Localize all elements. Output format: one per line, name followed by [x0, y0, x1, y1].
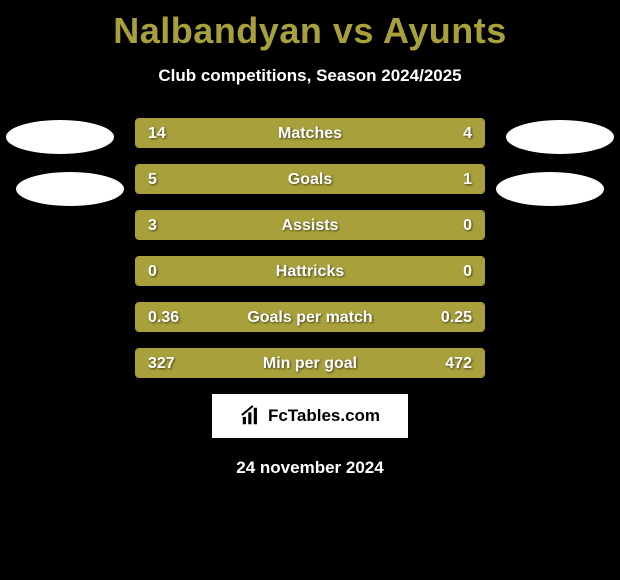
stat-left-value: 0.36 — [148, 303, 179, 331]
stat-left-value: 3 — [148, 211, 157, 239]
stat-label: Min per goal — [263, 349, 357, 377]
player-right-badge-2 — [496, 172, 604, 206]
logo-box: FcTables.com — [212, 394, 408, 438]
stat-row: 0.36 0.25 Goals per match — [135, 302, 485, 332]
stat-right-value: 0 — [463, 211, 472, 239]
stat-label: Goals — [288, 165, 332, 193]
stat-label: Assists — [282, 211, 339, 239]
stat-left-value: 327 — [148, 349, 175, 377]
chart-icon — [240, 405, 262, 427]
stat-row: 14 4 Matches — [135, 118, 485, 148]
stat-left-value: 0 — [148, 257, 157, 285]
stat-label: Hattricks — [276, 257, 344, 285]
bar-left — [136, 211, 414, 239]
bar-right — [414, 211, 484, 239]
stat-label: Goals per match — [247, 303, 372, 331]
bar-right — [414, 165, 484, 193]
player-left-badge-1 — [6, 120, 114, 154]
stat-left-value: 5 — [148, 165, 157, 193]
player-right-badge-1 — [506, 120, 614, 154]
footer-date: 24 november 2024 — [0, 458, 620, 478]
stat-row: 5 1 Goals — [135, 164, 485, 194]
stat-label: Matches — [278, 119, 342, 147]
subtitle: Club competitions, Season 2024/2025 — [0, 66, 620, 86]
stat-right-value: 0 — [463, 257, 472, 285]
logo-text: FcTables.com — [268, 406, 380, 426]
stat-right-value: 0.25 — [441, 303, 472, 331]
stat-left-value: 14 — [148, 119, 166, 147]
page-title: Nalbandyan vs Ayunts — [0, 0, 620, 52]
stat-right-value: 472 — [445, 349, 472, 377]
stat-right-value: 4 — [463, 119, 472, 147]
stat-right-value: 1 — [463, 165, 472, 193]
stat-row: 327 472 Min per goal — [135, 348, 485, 378]
bar-left — [136, 165, 414, 193]
stats-container: 14 4 Matches 5 1 Goals 3 0 Assists 0 0 Hattricks 0.3… — [0, 118, 620, 378]
stat-row: 0 0 Hattricks — [135, 256, 485, 286]
player-left-badge-2 — [16, 172, 124, 206]
stat-row: 3 0 Assists — [135, 210, 485, 240]
